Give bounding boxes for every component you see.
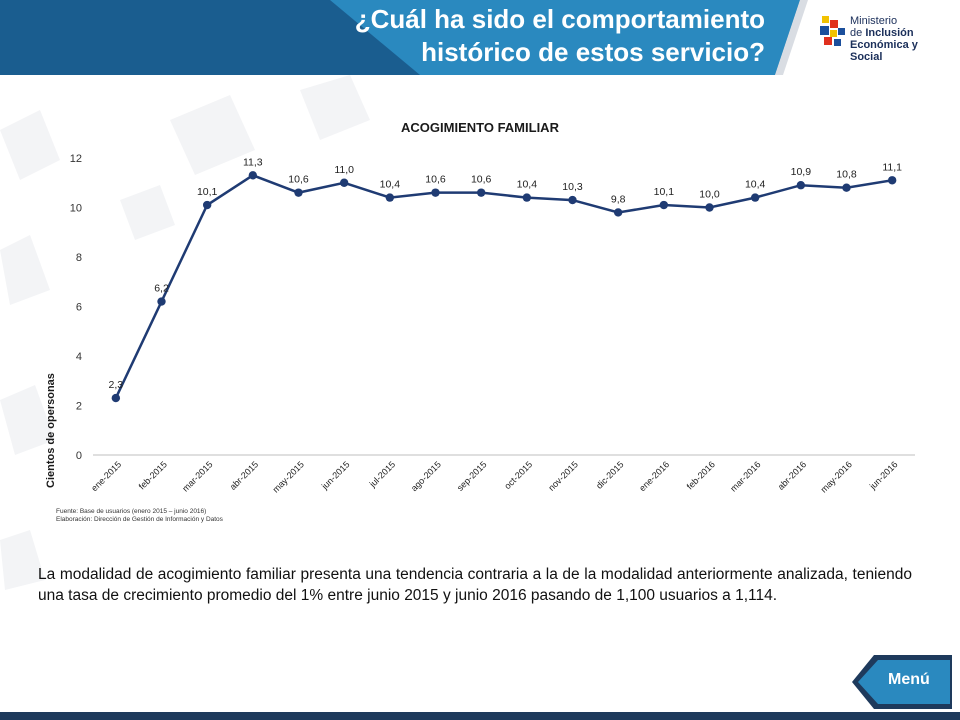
data-label: 10,1 [197, 186, 218, 198]
x-tick-label: jun-2016 [867, 459, 900, 492]
x-tick-label: feb-2015 [137, 459, 169, 491]
data-label: 2,3 [109, 379, 124, 391]
data-point [476, 188, 486, 197]
chart-source-note: Fuente: Base de usuarios (enero 2015 – j… [56, 508, 223, 524]
data-label: 10,4 [380, 179, 401, 191]
data-point [431, 188, 440, 197]
data-label: 11,0 [334, 164, 354, 176]
logo-line2-prefix: de [850, 27, 863, 39]
data-point [796, 181, 806, 190]
y-tick-label: 2 [76, 401, 82, 413]
data-point [522, 193, 532, 202]
data-point [248, 171, 258, 180]
data-label: 11,3 [243, 156, 263, 168]
data-label: 6,2 [154, 283, 169, 295]
data-label: 11,1 [882, 161, 902, 173]
chart-title: ACOGIMIENTO FAMILIAR [401, 120, 559, 135]
data-label: 10,3 [562, 181, 583, 193]
page-title: ¿Cuál ha sido el comportamiento históric… [245, 3, 765, 69]
data-point [659, 200, 669, 210]
data-label: 10,6 [425, 174, 446, 186]
page-title-line1: ¿Cuál ha sido el comportamiento [354, 4, 765, 34]
ministry-logo-text: Ministerio de Inclusión Económica y Soci… [850, 15, 948, 63]
source-line1: Fuente: Base de usuarios (enero 2015 – j… [56, 508, 207, 515]
data-point [750, 193, 760, 202]
x-tick-label: jul-2015 [367, 459, 397, 489]
menu-button-label[interactable]: Menú [888, 671, 930, 688]
logo-line1: Ministerio [850, 15, 898, 27]
y-tick-label: 0 [76, 450, 82, 462]
data-label: 10,8 [836, 169, 857, 181]
y-tick-label: 4 [76, 351, 82, 363]
data-label: 10,9 [791, 166, 812, 178]
x-tick-label: dic-2015 [594, 459, 625, 490]
data-point [842, 183, 851, 192]
y-tick-label: 6 [76, 302, 82, 314]
y-tick-label: 12 [70, 153, 82, 165]
menu-button[interactable] [852, 655, 952, 709]
data-label: 10,6 [288, 174, 309, 186]
data-label: 9,8 [611, 193, 626, 205]
x-tick-label: jun-2015 [319, 459, 352, 492]
footer-strip [0, 712, 960, 720]
logo-line2: de Inclusión [850, 27, 948, 39]
x-tick-label: sep-2015 [455, 459, 489, 493]
x-tick-label: feb-2016 [685, 459, 717, 491]
data-point [568, 195, 577, 205]
x-tick-label: oct-2015 [502, 459, 534, 491]
y-tick-label: 8 [76, 252, 82, 264]
x-tick-label: may-2016 [819, 459, 854, 494]
ministry-emblem-icon [820, 16, 845, 46]
x-tick-label: abr-2015 [228, 459, 261, 492]
source-line2: Elaboración: Dirección de Gestión de Inf… [56, 516, 223, 523]
data-point [887, 176, 897, 185]
line-chart: 0 2 4 6 8 10 12 ene-2015 feb-2015 mar-2015 abr-201… [70, 153, 915, 495]
data-point [613, 208, 623, 217]
data-point [157, 297, 166, 306]
page-title-line2: histórico de estos servicio? [421, 37, 765, 67]
header-bar [0, 0, 808, 75]
x-tick-label: nov-2015 [546, 459, 580, 493]
logo-line3: Económica y Social [850, 39, 918, 63]
x-tick-label: ene-2016 [637, 459, 671, 493]
analysis-paragraph: La modalidad de acogimiento familiar pre… [38, 566, 912, 604]
series-line [114, 173, 893, 399]
data-label: 10,4 [745, 179, 766, 191]
logo-line2-bold: Inclusión [865, 27, 914, 39]
x-tick-label: ago-2015 [409, 459, 443, 493]
data-point [111, 393, 121, 403]
x-tick-label: abr-2016 [776, 459, 809, 492]
ministry-logo: Ministerio de Inclusión Económica y Soci… [818, 12, 948, 63]
y-tick-label: 10 [70, 203, 82, 215]
data-label: 10,4 [517, 179, 538, 191]
x-tick-label: mar-2015 [180, 459, 214, 493]
data-label: 10,6 [471, 174, 492, 186]
data-label: 10,1 [654, 186, 675, 198]
data-point [294, 188, 303, 197]
data-point [385, 193, 395, 202]
x-tick-label: ene-2015 [89, 459, 123, 493]
data-point [339, 178, 349, 187]
data-point [705, 203, 714, 212]
chart-container: ACOGIMIENTO FAMILIAR Cientos de opersona… [40, 110, 920, 550]
data-label: 10,0 [699, 189, 720, 201]
x-tick-label: mar-2016 [728, 459, 762, 493]
x-tick-label: may-2015 [271, 459, 306, 494]
data-point [202, 200, 212, 210]
